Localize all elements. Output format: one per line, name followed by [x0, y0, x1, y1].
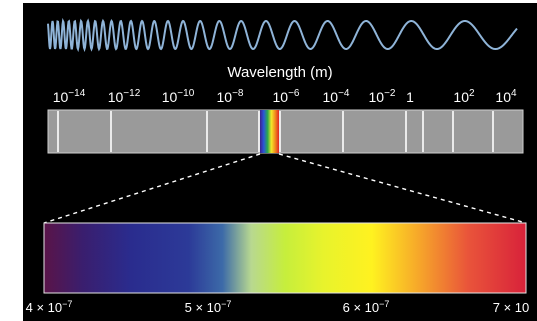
zoom-guide-left: [43, 153, 261, 224]
zoom-guide-right: [278, 153, 527, 224]
spectrum-bar: [47, 109, 524, 154]
visible-wavelength-label: 7 × 10: [492, 300, 530, 315]
scale-tick-label: 10−2: [368, 88, 396, 106]
scale-tick-label: 10−12: [107, 88, 141, 106]
scale-tick-label: 10−14: [52, 88, 86, 106]
wave-line: [47, 17, 518, 53]
scale-tick-label: 102: [453, 88, 475, 106]
scale-tick-label: 10−4: [322, 88, 350, 106]
spectrum-panel: Wavelength (m) 10−14 10−12 10−10 10−8 10…: [23, 3, 537, 321]
wave-graphic: [47, 17, 518, 53]
visible-band-marker: [260, 110, 279, 153]
scale-tick-label: 10−6: [272, 88, 300, 106]
visible-spectrum-bar: [43, 222, 527, 294]
scale-tick-label: 1: [406, 89, 414, 105]
visible-wavelength-label: 6 × 10−7: [342, 299, 390, 316]
visible-wavelength-label: 5 × 10−7: [184, 299, 232, 316]
scale-tick-label: 104: [495, 88, 517, 106]
scale-tick-label: 10−8: [216, 88, 244, 106]
spectrum-graphic: [43, 109, 527, 294]
visible-wavelength-label: 4 × 10−7: [25, 299, 73, 316]
wavelength-axis-title: Wavelength (m): [227, 64, 333, 81]
scale-tick-label: 10−10: [161, 88, 195, 106]
